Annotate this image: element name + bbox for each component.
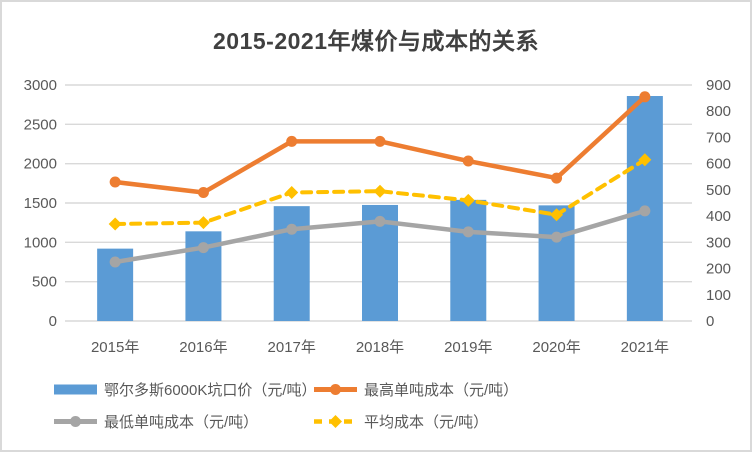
svg-text:100: 100 xyxy=(706,287,731,304)
legend-label: 鄂尔多斯6000K坑口价（元/吨） xyxy=(104,382,317,399)
svg-text:2017年: 2017年 xyxy=(268,339,316,356)
svg-text:2500: 2500 xyxy=(24,116,57,133)
bar-swatch-icon xyxy=(54,384,97,395)
legend-item-max-cost: 最高单吨成本（元/吨） xyxy=(314,379,674,400)
chart-legend: 鄂尔多斯6000K坑口价（元/吨） 最高单吨成本（元/吨） 最低单吨成本（元/吨… xyxy=(54,379,674,432)
legend-label: 最高单吨成本（元/吨） xyxy=(364,382,519,399)
legend-item-bar-price: 鄂尔多斯6000K坑口价（元/吨） xyxy=(54,379,317,400)
svg-text:400: 400 xyxy=(706,208,731,225)
legend-label: 最低单吨成本（元/吨） xyxy=(104,414,259,431)
dashed-diamond-swatch-icon xyxy=(314,415,357,428)
svg-text:0: 0 xyxy=(49,313,57,330)
svg-text:500: 500 xyxy=(706,182,731,199)
svg-text:800: 800 xyxy=(706,103,731,120)
svg-text:2016年: 2016年 xyxy=(179,339,227,356)
svg-text:2000: 2000 xyxy=(24,156,57,173)
svg-text:700: 700 xyxy=(706,129,731,146)
legend-item-avg-cost: 平均成本（元/吨） xyxy=(314,411,674,432)
svg-text:1000: 1000 xyxy=(24,234,57,251)
svg-text:0: 0 xyxy=(706,313,714,330)
line-circle-swatch-icon xyxy=(54,416,97,427)
legend-item-min-cost: 最低单吨成本（元/吨） xyxy=(54,411,314,432)
svg-text:500: 500 xyxy=(32,274,57,291)
svg-text:2021年: 2021年 xyxy=(621,339,669,356)
svg-text:2015年: 2015年 xyxy=(91,339,139,356)
svg-text:2018年: 2018年 xyxy=(356,339,404,356)
svg-text:1500: 1500 xyxy=(24,195,57,212)
svg-text:2019年: 2019年 xyxy=(444,339,492,356)
svg-text:200: 200 xyxy=(706,261,731,278)
svg-text:3000: 3000 xyxy=(24,77,57,94)
chart-title: 2015-2021年煤价与成本的关系 xyxy=(213,28,539,54)
svg-text:600: 600 xyxy=(706,156,731,173)
svg-text:2020年: 2020年 xyxy=(532,339,580,356)
svg-text:900: 900 xyxy=(706,77,731,94)
svg-text:300: 300 xyxy=(706,234,731,251)
line-circle-swatch-icon xyxy=(314,384,357,395)
legend-label: 平均成本（元/吨） xyxy=(364,414,489,431)
